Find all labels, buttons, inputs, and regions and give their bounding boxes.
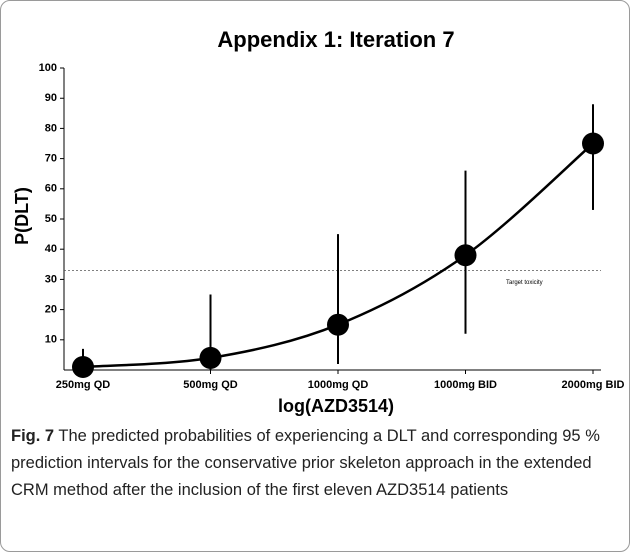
x-tick-label: 500mg QD (183, 379, 237, 391)
y-tick-label: 40 (45, 243, 57, 255)
y-tick-label: 100 (39, 62, 57, 74)
caption-label: Fig. 7 (11, 427, 55, 445)
x-tick-label: 1000mg BID (434, 379, 497, 391)
caption: Fig. 7 The predicted probabilities of ex… (11, 423, 611, 504)
y-tick-label: 50 (45, 213, 57, 225)
y-tick-label: 70 (45, 153, 57, 165)
x-axis-label: log(AZD3514) (278, 396, 394, 416)
chart: Appendix 1: Iteration 7 P(DLT) log(AZD35… (12, 27, 625, 416)
reference-label: Target toxicity (506, 280, 543, 286)
x-tick-label: 2000mg BID (562, 379, 625, 391)
y-tick-label: 10 (45, 334, 57, 346)
x-tick-label: 1000mg QD (308, 379, 369, 391)
point (327, 313, 349, 336)
y-tick-label: 80 (45, 122, 57, 134)
y-tick-label: 90 (45, 92, 57, 104)
caption-text: The predicted probabilities of experienc… (11, 427, 600, 499)
point (582, 132, 604, 155)
x-tick-label: 250mg QD (56, 379, 110, 391)
point (454, 244, 477, 267)
y-tick-label: 30 (45, 273, 57, 285)
y-axis-label: P(DLT) (12, 187, 32, 245)
chart-title: Appendix 1: Iteration 7 (217, 27, 454, 52)
point (199, 346, 222, 369)
y-tick-label: 60 (45, 183, 57, 195)
y-tick-label: 20 (45, 304, 57, 316)
point (72, 355, 94, 378)
